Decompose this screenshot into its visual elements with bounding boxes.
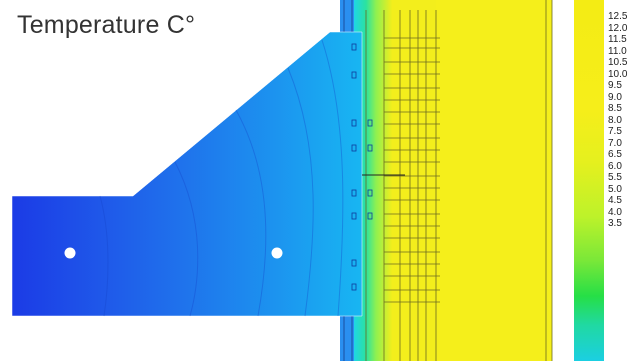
scale-tick-label: 11.5 bbox=[608, 34, 627, 45]
scale-tick-label: 12.5 bbox=[608, 11, 628, 22]
scale-tick-label: 12.0 bbox=[608, 22, 628, 34]
scale-tick-label: 5.5 bbox=[608, 172, 622, 183]
scale-tick-label: 10.5 bbox=[608, 57, 628, 68]
bracket-body bbox=[11, 31, 363, 317]
scale-tick-label: 8.5 bbox=[608, 103, 622, 114]
fastener-markers bbox=[351, 43, 373, 291]
bolt-hole bbox=[64, 247, 76, 259]
scale-tick-label: 5.0 bbox=[608, 183, 622, 195]
scale-tick-label: 8.0 bbox=[608, 114, 622, 126]
anchor-ties bbox=[384, 37, 440, 303]
scale-tick-label: 10.0 bbox=[608, 68, 628, 80]
scale-tick-label: 3.5 bbox=[608, 218, 622, 229]
scale-tick-label: 4.5 bbox=[608, 195, 622, 206]
bolt-hole bbox=[271, 247, 283, 259]
scale-tick-label: 4.0 bbox=[608, 206, 622, 218]
color-scale-bar bbox=[574, 0, 604, 361]
anchor-structure bbox=[365, 0, 553, 361]
scale-tick-label: 11.0 bbox=[608, 45, 627, 57]
scale-tick-label: 9.0 bbox=[608, 91, 622, 103]
scale-tick-label: 6.5 bbox=[608, 149, 622, 160]
scale-tick-label: 6.0 bbox=[608, 160, 622, 172]
scale-tick-label: 7.0 bbox=[608, 137, 622, 149]
scale-tick-label: 9.5 bbox=[608, 80, 622, 91]
scale-tick-label: 7.5 bbox=[608, 126, 622, 137]
plot-title: Temperature C° bbox=[17, 11, 196, 39]
warm-region-outer bbox=[436, 0, 552, 361]
color-scale-labels: 12.5 12.0 11.5 11.0 10.5 10.0 9.5 9.0 8.5 8.0 7.5 7… bbox=[608, 0, 638, 361]
isotherm-lines bbox=[99, 39, 344, 317]
